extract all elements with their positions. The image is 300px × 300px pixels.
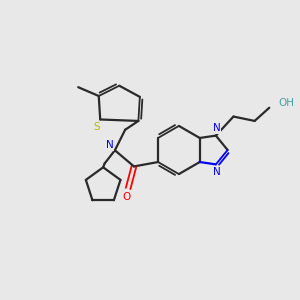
Text: N: N bbox=[106, 140, 113, 150]
Text: N: N bbox=[213, 123, 221, 133]
Text: N: N bbox=[213, 167, 221, 177]
Text: OH: OH bbox=[278, 98, 294, 108]
Text: O: O bbox=[122, 192, 131, 202]
Text: S: S bbox=[93, 122, 100, 132]
